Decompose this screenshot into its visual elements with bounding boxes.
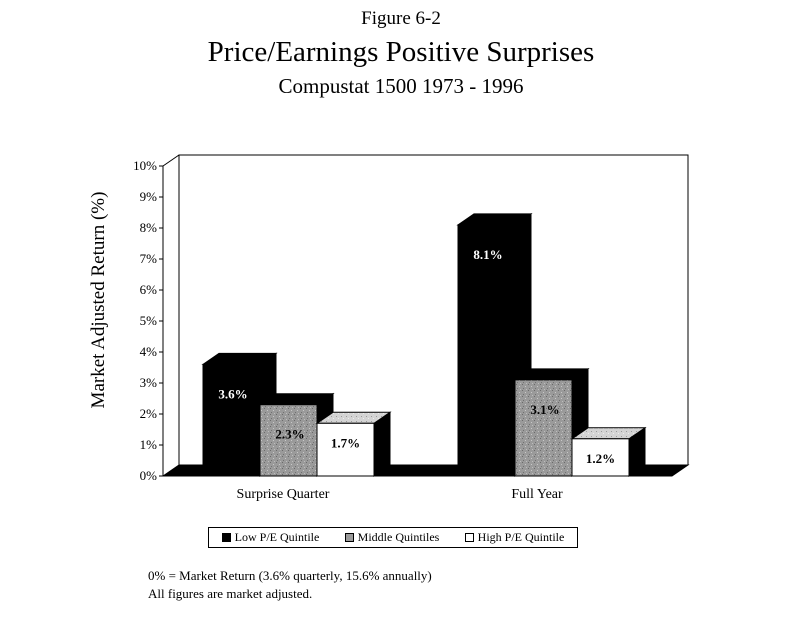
bar-front (202, 363, 261, 477)
data-label-high-0: 1.7% (331, 435, 360, 450)
chart-title: Price/Earnings Positive Surprises (207, 36, 595, 68)
bar-front (259, 404, 318, 477)
y-tick-label: 7% (140, 251, 158, 266)
legend-swatch-middle (344, 533, 354, 542)
data-label-low-1: 8.1% (473, 247, 502, 262)
legend-label-low: Low P/E Quintile (234, 530, 320, 544)
bar-front (571, 438, 630, 477)
footnote-market-adjusted: All figures are market adjusted. (148, 586, 313, 601)
footnote-market-return: 0% = Market Return (3.6% quarterly, 15.6… (148, 568, 432, 583)
data-label-middle-0: 2.3% (275, 427, 304, 442)
y-tick-label: 9% (140, 189, 158, 204)
data-label-high-1: 1.2% (586, 451, 615, 466)
legend: Low P/E Quintile Middle Quintiles High P… (208, 527, 578, 548)
y-tick-label: 5% (140, 313, 158, 328)
y-tick-label: 10% (133, 158, 157, 173)
bar-front (316, 422, 375, 477)
y-tick-label: 6% (140, 282, 158, 297)
y-tick-label: 8% (140, 220, 158, 235)
legend-item-middle: Middle Quintiles (344, 530, 440, 545)
legend-swatch-high (464, 533, 474, 542)
legend-label-high: High P/E Quintile (477, 530, 565, 544)
bar-front (514, 379, 573, 477)
data-label-low-0: 3.6% (218, 386, 247, 401)
bar-low-1: 8.1% (456, 212, 533, 477)
category-label-0: Surprise Quarter (237, 487, 330, 502)
bar-front (457, 224, 516, 477)
y-tick-label: 0% (140, 468, 158, 483)
left-wall-top (162, 154, 180, 167)
y-tick-label: 4% (140, 344, 158, 359)
legend-item-high: High P/E Quintile (464, 530, 565, 545)
bar-high-0: 1.7% (315, 411, 392, 477)
legend-swatch-low (221, 533, 231, 542)
back-wall (178, 154, 689, 465)
bar-high-1: 1.2% (570, 426, 647, 477)
x-axis: Surprise Quarter Full Year (237, 487, 563, 502)
y-tick-label: 3% (140, 375, 158, 390)
category-label-1: Full Year (511, 487, 563, 502)
legend-label-middle: Middle Quintiles (357, 530, 440, 544)
bar-middle-1: 3.1% (513, 367, 590, 477)
legend-item-low: Low P/E Quintile (221, 530, 320, 545)
bars: 3.6% 2.3% 1.7% 8.1% 3.1% 1.2% (201, 212, 647, 477)
chart-subtitle: Compustat 1500 1973 - 1996 (278, 74, 524, 98)
y-axis: 0% 1% 2% 3% 4% 5% 6% 7% 8% 9% 10% (133, 158, 163, 483)
y-axis-label: Market Adjusted Return (%) (88, 192, 109, 409)
figure-label: Figure 6-2 (361, 8, 441, 29)
y-tick-label: 1% (140, 437, 158, 452)
data-label-middle-1: 3.1% (530, 402, 559, 417)
footnotes: 0% = Market Return (3.6% quarterly, 15.6… (148, 567, 432, 603)
y-tick-label: 2% (140, 406, 158, 421)
